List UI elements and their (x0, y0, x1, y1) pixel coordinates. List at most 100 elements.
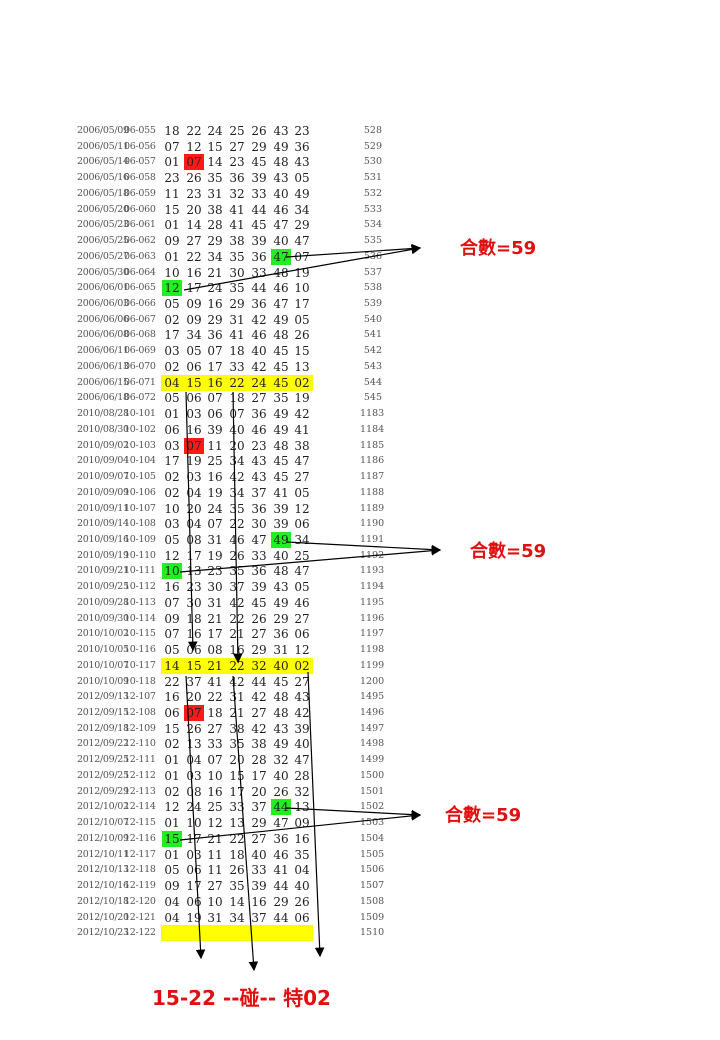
draw-date: 2010/09/16 (77, 533, 129, 545)
draw-number: 46 (273, 202, 289, 217)
draw-number: 37 (186, 674, 202, 689)
draw-number: 49 (271, 531, 291, 548)
draw-date: 2006/05/25 (77, 235, 129, 247)
draw-number: 03 (164, 517, 180, 532)
draw-date: 2010/08/30 (77, 423, 129, 435)
draw-number: 22 (229, 375, 245, 390)
draw-date: 2012/09/18 (77, 722, 129, 734)
draw-date: 2006/05/20 (77, 203, 129, 215)
draw-number: 42 (294, 706, 310, 720)
draw-sequence: 1495 (360, 691, 385, 703)
draw-number: 22 (229, 517, 245, 532)
draw-period: 06-056 (124, 140, 156, 152)
draw-number: 16 (207, 375, 223, 390)
table-row: 2010/09/28 10-113 07 30 31 42 45 49 46 1195 (0, 595, 400, 611)
draw-number: 42 (229, 470, 245, 485)
table-row: 2012/10/20 12-121 04 19 31 34 37 44 06 1509 (0, 910, 400, 926)
table-row: 2012/10/11 12-117 01 03 11 18 40 46 35 1505 (0, 847, 400, 863)
draw-number: 36 (251, 407, 267, 422)
draw-sequence: 530 (363, 156, 382, 168)
draw-period: 10-112 (124, 581, 156, 593)
draw-number: 29 (207, 234, 223, 249)
table-row: 2010/09/07 10-105 02 03 16 42 43 45 27 1187 (0, 469, 400, 485)
draw-date: 2006/06/08 (77, 329, 129, 341)
draw-number: 34 (186, 328, 202, 343)
draw-number: 46 (229, 532, 245, 547)
arrow-line (185, 391, 198, 652)
draw-number: 30 (186, 595, 202, 610)
draw-date: 2006/06/13 (77, 360, 129, 372)
draw-number: 26 (251, 124, 267, 138)
draw-number: 33 (207, 737, 223, 752)
draw-number: 26 (186, 721, 202, 736)
draw-number: 47 (294, 753, 310, 768)
draw-number: 44 (271, 799, 291, 816)
table-row: 2010/10/02 10-115 07 16 17 21 27 36 06 1197 (0, 626, 400, 642)
draw-number: 27 (294, 470, 310, 485)
draw-number: 09 (164, 879, 180, 894)
draw-number: 20 (186, 202, 202, 217)
draw-number: 09 (186, 297, 202, 312)
draw-number: 12 (186, 139, 202, 154)
draw-number: 38 (207, 202, 223, 217)
draw-sequence: 1498 (360, 738, 385, 750)
draw-sequence: 531 (363, 172, 382, 184)
draw-date: 2010/10/09 (77, 675, 129, 687)
draw-number: 45 (273, 359, 289, 374)
draw-date: 2006/05/27 (77, 250, 129, 262)
draw-number: 45 (273, 674, 289, 689)
draw-number: 40 (294, 737, 310, 752)
draw-number: 38 (294, 438, 310, 453)
draw-date: 2012/09/25 (77, 754, 129, 766)
draw-number: 33 (251, 548, 267, 563)
draw-period: 10-115 (124, 628, 156, 640)
draw-date: 2006/05/09 (77, 125, 129, 136)
draw-number: 02 (294, 375, 310, 390)
draw-number: 19 (207, 548, 223, 563)
draw-sequence: 1200 (360, 675, 385, 687)
draw-number: 40 (251, 847, 267, 862)
draw-number: 32 (294, 784, 310, 799)
draw-sequence: 1499 (360, 754, 385, 766)
draw-number: 07 (184, 705, 204, 721)
draw-number: 42 (251, 721, 267, 736)
draw-number: 18 (164, 124, 180, 138)
draw-number: 39 (207, 422, 223, 437)
draw-number: 16 (207, 470, 223, 485)
draw-number: 23 (186, 580, 202, 595)
draw-number: 21 (207, 658, 223, 673)
draw-sequence: 532 (363, 187, 382, 199)
draw-sequence: 538 (363, 282, 382, 294)
draw-period: 10-116 (124, 644, 156, 656)
draw-number: 42 (251, 312, 267, 327)
draw-period: 12-108 (124, 707, 156, 718)
draw-number: 39 (251, 234, 267, 249)
draw-number: 36 (294, 139, 310, 154)
draw-number: 36 (251, 297, 267, 312)
table-row: 2012/10/09 12-116 15 17 21 22 27 36 16 1504 (0, 830, 400, 847)
draw-number: 09 (164, 611, 180, 626)
draw-number: 02 (294, 658, 310, 673)
draw-number: 12 (294, 501, 310, 516)
draw-period: 12-107 (124, 691, 156, 703)
draw-period: 10-111 (124, 565, 156, 577)
draw-sequence: 1195 (360, 596, 385, 608)
draw-number: 24 (186, 800, 202, 815)
draw-date: 2012/10/13 (77, 864, 129, 876)
draw-number: 45 (273, 454, 289, 469)
draw-sequence: 545 (363, 392, 382, 404)
draw-period: 12-111 (124, 754, 156, 766)
draw-sequence: 1189 (360, 502, 385, 514)
draw-number: 41 (229, 202, 245, 217)
draw-number: 22 (186, 249, 202, 264)
draw-date: 2010/09/04 (77, 455, 129, 467)
draw-number: 19 (186, 910, 202, 925)
table-row: 2006/05/09 06-055 18 22 24 25 26 43 23 528 (0, 123, 400, 139)
draw-sequence: 529 (363, 140, 382, 152)
draw-number: 08 (186, 784, 202, 799)
draw-number: 32 (229, 186, 245, 201)
table-row: 2006/06/18 06-072 05 06 07 18 27 35 19 545 (0, 390, 400, 406)
draw-number: 49 (273, 312, 289, 327)
draw-number: 25 (207, 454, 223, 469)
draw-number: 01 (164, 753, 180, 768)
